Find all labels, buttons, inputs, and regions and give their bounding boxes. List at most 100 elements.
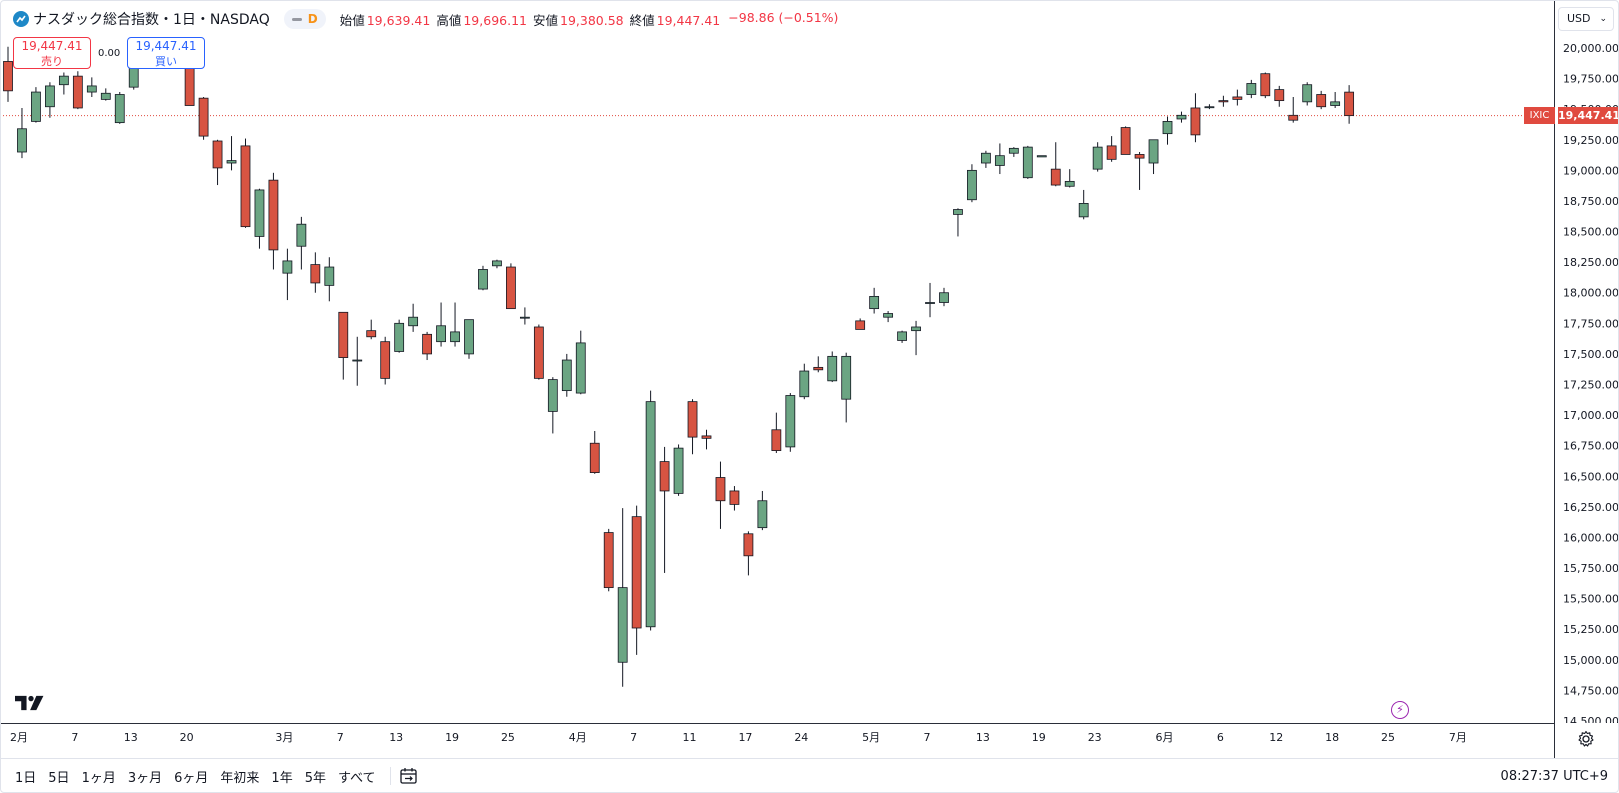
candle-body (757, 500, 768, 529)
ohlc-high: 高値 19,696.11 (436, 12, 527, 28)
candle-body (953, 209, 963, 215)
candle (967, 164, 977, 203)
range-1y[interactable]: 1年 (271, 770, 293, 786)
candle-body (1162, 121, 1173, 135)
calendar-range-icon[interactable] (399, 767, 419, 785)
time-tick-label: 4月 (569, 731, 587, 744)
candle-body (547, 379, 558, 412)
candle-body (450, 331, 460, 343)
candle (198, 96, 209, 140)
candle (1316, 90, 1327, 110)
candle-body (72, 75, 83, 109)
ohlc-close: 終値 19,447.41 (629, 12, 721, 28)
candle (645, 390, 656, 631)
candle-body (1008, 147, 1019, 154)
candle (575, 330, 586, 395)
candle (589, 430, 600, 474)
candle-body (3, 61, 13, 92)
time-tick-label: 7 (630, 731, 637, 744)
candle (1330, 92, 1341, 108)
range-all[interactable]: すべて (337, 770, 376, 786)
price-chart[interactable] (3, 3, 1554, 723)
candle (799, 363, 810, 400)
candle (939, 287, 949, 307)
candle (715, 461, 726, 529)
candle (324, 257, 335, 302)
candle (1190, 93, 1201, 143)
symbol-title[interactable]: ナスダック総合指数・1日・NASDAQ (33, 12, 270, 28)
candle (757, 490, 768, 531)
candle (1274, 85, 1285, 107)
price-tick-label: 19,000.00 (1563, 164, 1619, 177)
candle-body (617, 587, 628, 663)
currency-button[interactable]: USD ⌄ (1558, 7, 1614, 31)
candle-body (533, 326, 544, 379)
candle-body (1274, 89, 1285, 102)
candle (631, 505, 642, 655)
candle (1260, 72, 1271, 99)
candle (240, 138, 251, 228)
range-5d[interactable]: 5日 (48, 770, 70, 786)
settings-gear-icon[interactable] (1577, 730, 1595, 748)
range-5y[interactable]: 5年 (304, 770, 326, 786)
tradingview-logo-icon[interactable] (15, 695, 47, 711)
candle (3, 46, 13, 102)
candle (1078, 189, 1089, 220)
candle (855, 318, 866, 330)
minus-icon (291, 17, 302, 21)
ohlc-open: 始値 19,639.41 (339, 12, 431, 28)
candle (450, 302, 460, 347)
candle-body (212, 140, 223, 169)
sell-button[interactable]: 19,447.41 売り (13, 37, 91, 69)
candle-body (338, 311, 349, 358)
time-tick-label: 6月 (1156, 731, 1174, 744)
time-tick-label: 7 (337, 731, 344, 744)
time-tick-label: 2月 (10, 731, 28, 744)
candle-body (575, 342, 586, 394)
ohlc-low: 安値 19,380.58 (532, 12, 624, 28)
range-6m[interactable]: 6ヶ月 (174, 770, 209, 786)
candle (422, 331, 433, 361)
price-tick-label: 18,500.00 (1563, 226, 1619, 239)
price-tick-label: 16,500.00 (1563, 470, 1619, 483)
buy-button[interactable]: 19,447.41 買い (127, 37, 205, 69)
clock[interactable]: 08:27:37 UTC+9 (1500, 769, 1608, 784)
candle (58, 72, 69, 95)
candle-body (1316, 94, 1327, 108)
candle-body (687, 401, 698, 438)
candle-body (1106, 145, 1117, 160)
range-3m[interactable]: 3ヶ月 (127, 770, 163, 786)
candle-body (1036, 155, 1047, 158)
price-tick-label: 16,000.00 (1563, 531, 1619, 544)
candle (981, 150, 991, 168)
range-1m[interactable]: 1ヶ月 (81, 770, 116, 786)
candle-body (492, 260, 502, 267)
candle-body (86, 85, 97, 93)
candle (31, 87, 41, 123)
price-tick-label: 17,750.00 (1563, 317, 1619, 330)
price-tick-label: 14,500.00 (1563, 715, 1619, 723)
candle (100, 88, 111, 101)
price-tick-label: 16,250.00 (1563, 501, 1619, 514)
interval-badge[interactable]: D (283, 9, 326, 29)
price-tick-label: 14,750.00 (1563, 684, 1619, 697)
candle-body (282, 260, 293, 274)
candle (1134, 152, 1145, 190)
ohlc-change: −98.86 (−0.51%) (728, 9, 839, 25)
time-axis[interactable]: 2月 7 13 20 3月 7 13 19 25 4月 7 11 17 24 5月 7 13 19 23 6月 6 12 1… (1, 724, 1554, 758)
price-tick-label: 15,500.00 (1563, 593, 1619, 606)
candle (478, 265, 488, 291)
candle-body (254, 189, 265, 237)
candle-body (310, 264, 321, 284)
candle-body (883, 313, 894, 318)
candle (1022, 145, 1033, 179)
candle-body (1204, 106, 1215, 109)
range-ytd[interactable]: 年初来 (220, 770, 260, 786)
flash-icon[interactable]: ⚡ (1391, 701, 1409, 719)
candle-body (729, 490, 740, 505)
buy-label: 買い (155, 55, 177, 68)
candle-body (659, 461, 670, 492)
currency-label: USD (1567, 12, 1591, 25)
range-1d[interactable]: 1日 (15, 770, 37, 786)
